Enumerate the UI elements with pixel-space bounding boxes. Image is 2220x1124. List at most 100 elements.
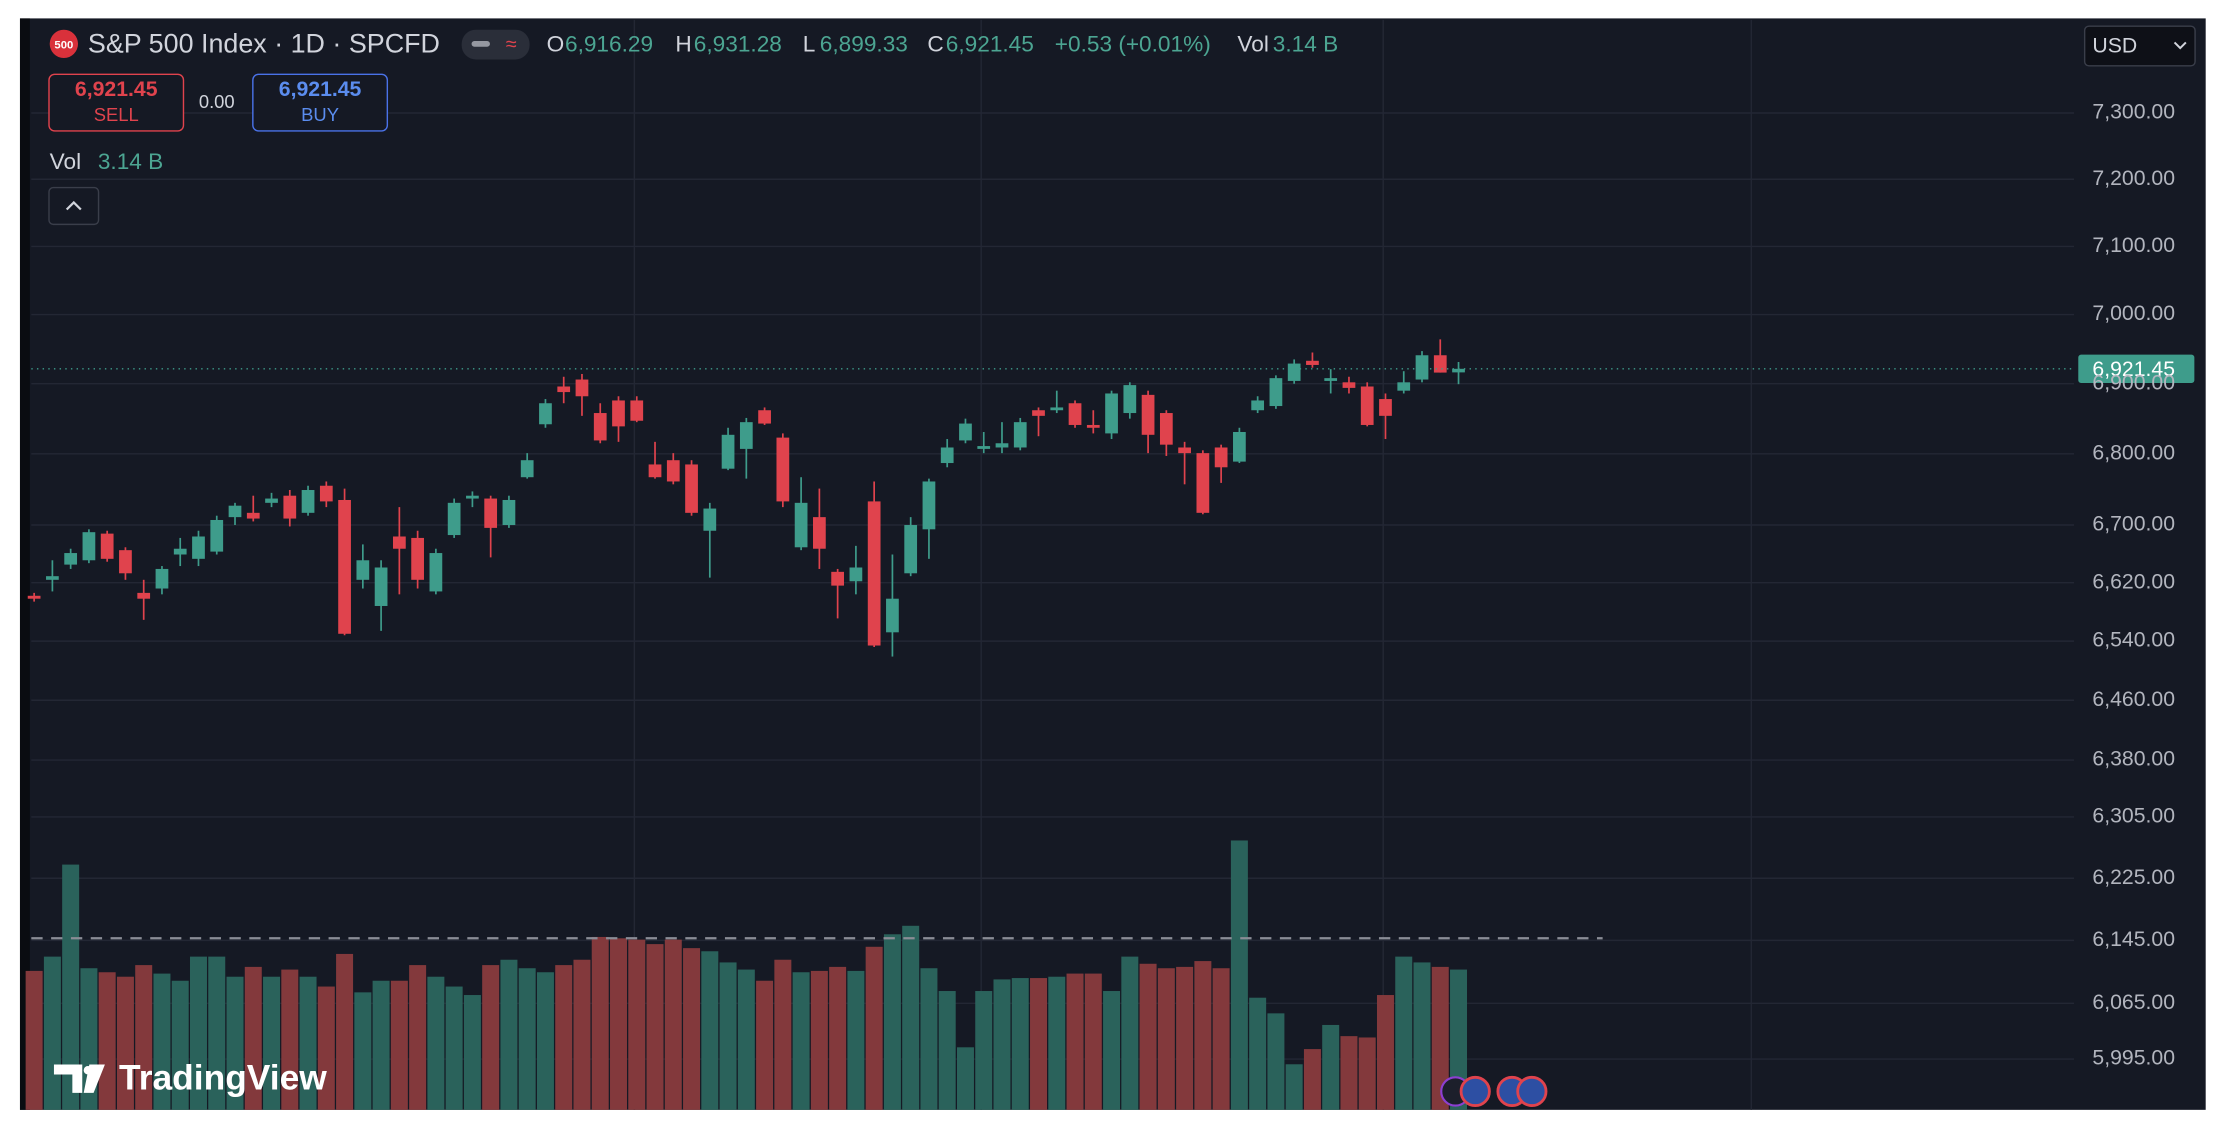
ohlc-value: 6,899.33 bbox=[820, 31, 908, 56]
candle-body bbox=[246, 512, 260, 519]
y-tick-label: 6,065.00 bbox=[2092, 991, 2175, 1014]
status-icon: ≈ bbox=[506, 34, 517, 56]
candle-body bbox=[392, 536, 406, 549]
sell-label: SELL bbox=[94, 104, 139, 125]
candle-body bbox=[374, 567, 388, 606]
y-tick-label: 6,900.00 bbox=[2092, 371, 2175, 394]
candle-body bbox=[849, 567, 863, 582]
chart-background bbox=[19, 18, 2206, 1110]
grid bbox=[31, 112, 2075, 1060]
buy-label: BUY bbox=[301, 104, 339, 125]
candle-body bbox=[1342, 382, 1356, 388]
candle-body bbox=[959, 423, 972, 441]
volume-bar bbox=[409, 965, 427, 1110]
candle-body bbox=[940, 447, 954, 464]
candle-body bbox=[1105, 393, 1118, 434]
sell-price: 6,921.45 bbox=[75, 78, 158, 101]
y-tick-label: 5,995.00 bbox=[2092, 1047, 2175, 1070]
volume-bar bbox=[153, 973, 171, 1110]
candle-body bbox=[46, 576, 59, 580]
candle-body bbox=[1178, 447, 1191, 454]
volume-bar bbox=[445, 986, 463, 1110]
volume-bar bbox=[1285, 1064, 1303, 1110]
volume-bar bbox=[956, 1047, 974, 1110]
volume-bar bbox=[536, 972, 554, 1110]
event-icon[interactable] bbox=[1516, 1075, 1548, 1108]
candle-body bbox=[739, 422, 753, 449]
candle-body bbox=[301, 490, 315, 513]
candle-body bbox=[356, 560, 370, 580]
volume-bar bbox=[62, 864, 80, 1110]
candle-body bbox=[1360, 386, 1374, 425]
candle-body bbox=[447, 502, 461, 536]
candle-body bbox=[82, 532, 96, 561]
candle-body bbox=[575, 379, 589, 397]
y-tick-label: 7,200.00 bbox=[2092, 167, 2175, 190]
candle-body bbox=[1324, 378, 1338, 381]
candle-body bbox=[666, 460, 680, 482]
volume-bar bbox=[993, 979, 1011, 1110]
event-icon[interactable] bbox=[1459, 1075, 1491, 1108]
volume-bar bbox=[756, 980, 774, 1110]
volume-bar bbox=[1103, 991, 1121, 1110]
volume-bar bbox=[829, 966, 847, 1110]
volume-bar bbox=[281, 969, 299, 1110]
candle-body bbox=[776, 437, 790, 502]
buy-price: 6,921.45 bbox=[279, 78, 362, 101]
symbol-badge bbox=[49, 29, 79, 59]
volume-bar bbox=[591, 936, 609, 1110]
volume-key: Vol bbox=[50, 149, 81, 174]
y-tick-label: 7,000.00 bbox=[2092, 302, 2175, 325]
volume-bar bbox=[1322, 1024, 1340, 1110]
y-tick-label: 6,620.00 bbox=[2092, 570, 2175, 593]
volume-bar bbox=[938, 991, 956, 1110]
candle-body bbox=[648, 464, 662, 478]
candle-body bbox=[466, 495, 479, 499]
symbol-title[interactable]: S&P 500 Index · 1D · SPCFD bbox=[88, 28, 440, 58]
spread: 0.00 bbox=[199, 91, 235, 112]
volume-bar bbox=[920, 968, 938, 1110]
candle-body bbox=[612, 400, 625, 427]
candle-body bbox=[192, 536, 205, 559]
candle-body bbox=[977, 446, 991, 449]
currency-chevron bbox=[2173, 41, 2187, 50]
volume-bar bbox=[555, 965, 573, 1110]
candle-body bbox=[119, 550, 132, 574]
volume-bar bbox=[664, 939, 682, 1110]
candle-body bbox=[137, 592, 151, 599]
candle-body bbox=[995, 443, 1009, 448]
buy-button[interactable] bbox=[252, 73, 389, 132]
candle-body bbox=[1032, 410, 1045, 416]
volume-bar bbox=[1066, 973, 1084, 1110]
volume-bar bbox=[573, 959, 591, 1110]
volume-bar bbox=[226, 976, 244, 1110]
currency-select[interactable] bbox=[2083, 25, 2196, 67]
volume-bar bbox=[116, 976, 134, 1110]
y-tick-label: 6,540.00 bbox=[2092, 629, 2175, 652]
candle-body bbox=[758, 410, 771, 424]
sell-button[interactable] bbox=[48, 73, 185, 132]
candle-body bbox=[794, 502, 808, 548]
last-price-tag bbox=[2078, 354, 2195, 383]
volume-bar bbox=[244, 966, 262, 1110]
candle-body bbox=[1287, 363, 1301, 381]
volume-bar bbox=[171, 980, 189, 1110]
status-pill bbox=[461, 29, 530, 60]
last-price-label: 6,921.45 bbox=[2092, 358, 2175, 381]
candle-body bbox=[338, 499, 351, 634]
candle-body bbox=[1415, 355, 1429, 380]
volume-bar bbox=[518, 968, 536, 1110]
candle-body bbox=[283, 495, 297, 519]
collapse-button[interactable] bbox=[48, 186, 100, 226]
candle-body bbox=[1269, 378, 1283, 407]
candle-body bbox=[1233, 431, 1246, 462]
candle-body bbox=[520, 460, 534, 478]
candle-body bbox=[1086, 424, 1100, 428]
volume-bar bbox=[372, 980, 390, 1110]
volume-bar bbox=[1048, 976, 1066, 1110]
candle-body bbox=[100, 533, 114, 559]
volume-bar bbox=[1413, 962, 1431, 1110]
y-tick-label: 6,380.00 bbox=[2092, 748, 2175, 771]
event-icons[interactable] bbox=[1440, 1075, 1548, 1108]
volume-bar bbox=[1157, 968, 1175, 1110]
